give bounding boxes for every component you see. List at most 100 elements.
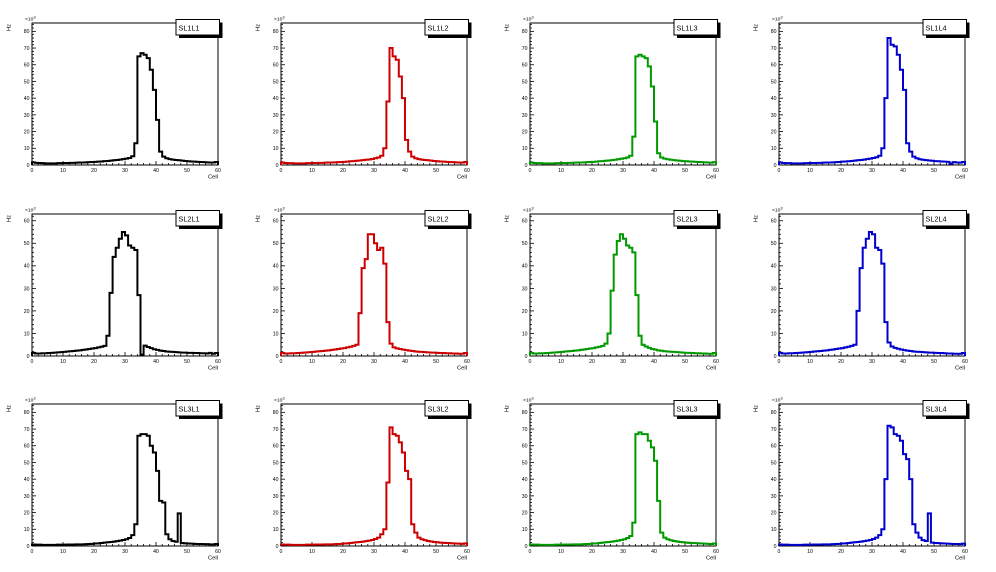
y-tick-label: 60 (522, 218, 528, 224)
y-axis: 0 10 20 30 40 50 60 70 80 (273, 405, 286, 550)
y-tick-label: 50 (24, 241, 30, 247)
x-tick-label: 50 (433, 168, 439, 174)
legend-SL2L1: SL2L1 (175, 209, 223, 229)
y-tick-label: 80 (24, 29, 30, 35)
y-axis: 0 10 20 30 40 50 60 70 80 (273, 24, 286, 169)
x-tick-label: 60 (713, 358, 719, 364)
legend-box (673, 18, 718, 36)
y-exponent-base: ×10 (772, 207, 781, 213)
x-tick-label: 10 (558, 168, 564, 174)
y-tick-label: 20 (522, 308, 528, 314)
y-tick-label: 40 (522, 263, 528, 269)
y-tick-label: 20 (273, 129, 279, 135)
y-axis-title: Hz (754, 214, 760, 221)
x-tick-label: 50 (682, 168, 688, 174)
x-tick-label: 0 (31, 168, 34, 174)
y-tick-label: 0 (774, 354, 777, 360)
x-tick-label: 60 (464, 168, 470, 174)
y-tick-label: 50 (522, 79, 528, 85)
histogram-canvas-SL2L2: 0 10 20 30 40 50 60 0 10 20 30 40 50 60 ×103 Hz Cell SL2L… (256, 206, 472, 371)
legend-SL3L1: SL3L1 (175, 400, 223, 420)
x-axis-title: Cell (955, 365, 965, 371)
panel-SL1L3: 0 10 20 30 40 50 60 0 10 20 30 40 50 60 70 80 ×103 Hz Cell… (498, 0, 747, 191)
y-tick-label: 50 (273, 241, 279, 247)
x-tick-label: 20 (589, 168, 595, 174)
histogram-canvas-SL1L3: 0 10 20 30 40 50 60 0 10 20 30 40 50 60 70 80 ×103 Hz Cell… (505, 16, 721, 180)
legend-box (175, 18, 220, 36)
x-axis: 0 10 20 30 40 50 60 (529, 160, 719, 174)
legend-box (424, 18, 469, 36)
y-tick-label: 0 (774, 544, 777, 550)
y-tick-label: 80 (273, 29, 279, 35)
legend-SL3L4: SL3L4 (922, 400, 970, 420)
legend-label: SL3L3 (676, 405, 697, 414)
histogram-canvas-SL3L2: 0 10 20 30 40 50 60 0 10 20 30 40 50 60 70 80 ×103 Hz Cell… (256, 397, 472, 562)
histogram-line-SL3L3 (529, 431, 717, 547)
y-tick-label: 40 (771, 263, 777, 269)
plot-frame (529, 403, 717, 547)
y-tick-label: 40 (273, 96, 279, 102)
x-tick-label: 30 (122, 358, 128, 364)
x-tick-label: 40 (402, 358, 408, 364)
panel-SL2L1: 0 10 20 30 40 50 60 0 10 20 30 40 50 60 ×103 Hz Cell SL2L… (0, 190, 249, 382)
x-tick-label: 30 (122, 549, 128, 555)
y-axis-title: Hz (505, 24, 511, 31)
panel-SL1L1: 0 10 20 30 40 50 60 0 10 20 30 40 50 60 70 80 ×103 Hz Cell… (0, 0, 249, 191)
y-axis-exponent: ×103 (274, 16, 285, 23)
y-exponent-power: 3 (282, 206, 284, 210)
y-axis-title: Hz (505, 405, 511, 412)
x-tick-label: 50 (184, 358, 190, 364)
x-tick-label: 30 (869, 549, 875, 555)
legend-box (673, 209, 718, 227)
y-tick-label: 50 (24, 461, 30, 467)
y-tick-label: 70 (522, 46, 528, 52)
y-exponent-base: ×10 (523, 16, 532, 22)
y-tick-label: 10 (771, 527, 777, 533)
x-axis-title: Cell (955, 556, 965, 562)
y-axis: 0 10 20 30 40 50 60 (522, 215, 535, 360)
x-tick-label: 0 (778, 168, 781, 174)
legend-box (424, 400, 469, 417)
panel-SL2L2: 0 10 20 30 40 50 60 0 10 20 30 40 50 60 ×103 Hz Cell SL2L… (249, 190, 498, 382)
y-tick-label: 30 (771, 286, 777, 292)
y-tick-label: 60 (522, 444, 528, 450)
legend-SL2L3: SL2L3 (673, 209, 721, 229)
y-tick-label: 50 (771, 79, 777, 85)
x-tick-label: 0 (529, 358, 532, 364)
y-tick-label: 10 (771, 146, 777, 152)
x-tick-label: 20 (589, 358, 595, 364)
panel-SL2L3: 0 10 20 30 40 50 60 0 10 20 30 40 50 60 ×103 Hz Cell SL2L… (498, 190, 747, 382)
x-tick-label: 40 (651, 358, 657, 364)
x-tick-label: 10 (807, 549, 813, 555)
y-tick-label: 60 (273, 444, 279, 450)
y-tick-label: 60 (24, 218, 30, 224)
legend-label: SL3L4 (925, 405, 946, 414)
histogram-line-SL1L1 (31, 52, 219, 165)
y-axis-exponent: ×103 (25, 16, 36, 23)
panel-SL2L4: 0 10 20 30 40 50 60 0 10 20 30 40 50 60 ×103 Hz Cell SL2L… (747, 190, 996, 382)
legend-SL2L2: SL2L2 (424, 209, 472, 229)
y-axis-exponent: ×103 (523, 16, 534, 23)
y-tick-label: 20 (24, 308, 30, 314)
y-tick-label: 0 (525, 544, 528, 550)
x-axis-title: Cell (706, 365, 716, 371)
legend-box (922, 18, 967, 36)
x-tick-label: 0 (529, 549, 532, 555)
histogram-line-SL2L1 (31, 230, 219, 356)
histogram-line-SL3L4 (778, 425, 966, 547)
histogram-canvas-SL2L1: 0 10 20 30 40 50 60 0 10 20 30 40 50 60 ×103 Hz Cell SL2L… (7, 206, 223, 371)
y-tick-label: 60 (771, 444, 777, 450)
x-tick-label: 60 (962, 549, 968, 555)
y-tick-label: 30 (771, 113, 777, 119)
x-tick-label: 40 (153, 549, 159, 555)
y-tick-label: 70 (771, 46, 777, 52)
x-tick-label: 0 (31, 358, 34, 364)
y-tick-label: 10 (522, 146, 528, 152)
legend-SL3L3: SL3L3 (673, 400, 721, 420)
y-axis-exponent: ×103 (772, 206, 783, 213)
x-tick-label: 20 (838, 358, 844, 364)
y-tick-label: 0 (774, 163, 777, 169)
x-tick-label: 50 (184, 168, 190, 174)
y-tick-label: 40 (24, 263, 30, 269)
